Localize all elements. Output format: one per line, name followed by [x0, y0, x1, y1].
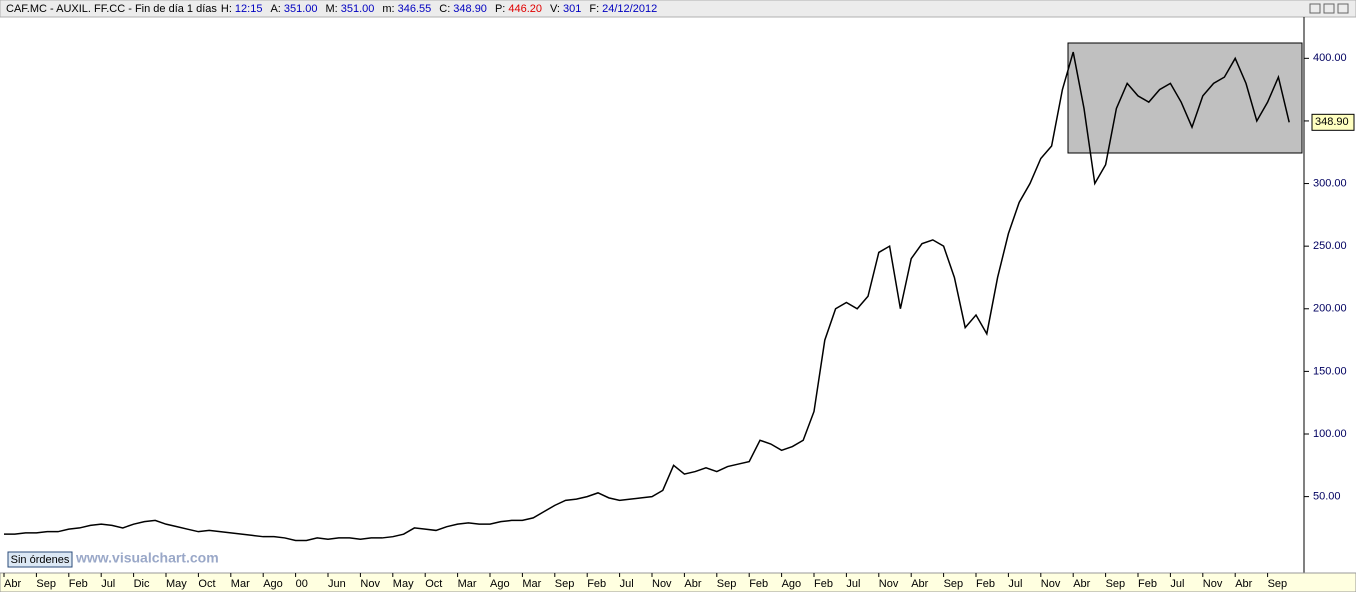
header-label: V:	[550, 3, 560, 15]
x-tick-label: Abr	[1235, 578, 1252, 590]
y-tick-label: 100.00	[1313, 428, 1347, 440]
header-label: C:	[439, 3, 450, 15]
x-tick-label: Nov	[360, 578, 380, 590]
x-tick-label: Jul	[620, 578, 634, 590]
x-tick-label: Sep	[36, 578, 56, 590]
header-value: 346.55	[398, 3, 432, 15]
x-tick-label: May	[166, 578, 187, 590]
header-bar	[0, 0, 1356, 18]
status-text: Sin órdenes	[11, 554, 70, 566]
x-tick-label: Mar	[458, 578, 477, 590]
x-tick-label: Oct	[198, 578, 215, 590]
header-value: 12:15	[235, 3, 263, 15]
x-tick-label: Nov	[1041, 578, 1061, 590]
y-tick-label: 50.00	[1313, 491, 1341, 503]
x-tick-label: Abr	[1073, 578, 1090, 590]
x-tick-label: Nov	[652, 578, 672, 590]
x-tick-label: Feb	[69, 578, 88, 590]
x-tick-label: Feb	[976, 578, 995, 590]
y-tick-label: 400.00	[1313, 52, 1347, 64]
header-value: 24/12/2012	[602, 3, 657, 15]
x-tick-label: May	[393, 578, 414, 590]
x-tick-label: Ago	[782, 578, 802, 590]
last-price-label: 348.90	[1315, 116, 1349, 128]
x-tick-label: Sep	[944, 578, 964, 590]
header-label: F:	[589, 3, 599, 15]
header-value: 351.00	[284, 3, 318, 15]
header-label: m:	[382, 3, 394, 15]
window-buttons[interactable]	[1309, 3, 1349, 14]
x-tick-label: Nov	[879, 578, 899, 590]
x-tick-label: Ago	[263, 578, 283, 590]
header-label: H:	[221, 3, 232, 15]
x-tick-label: Sep	[717, 578, 737, 590]
x-tick-label: Ago	[490, 578, 510, 590]
x-tick-label: Nov	[1203, 578, 1223, 590]
x-tick-label: Feb	[1138, 578, 1157, 590]
x-tick-label: Mar	[231, 578, 250, 590]
close-button[interactable]	[1337, 3, 1349, 14]
price-line	[4, 51, 1290, 542]
last-price-box	[1311, 113, 1355, 131]
x-tick-label: Abr	[4, 578, 21, 590]
x-tick-label: Abr	[911, 578, 928, 590]
x-tick-label: Jun	[328, 578, 346, 590]
x-tick-label: Jul	[846, 578, 860, 590]
x-tick-label: Sep	[1106, 578, 1126, 590]
header-value: 301	[563, 3, 581, 15]
range-box[interactable]	[1067, 42, 1303, 154]
header-value: 348.90	[453, 3, 487, 15]
status-box[interactable]	[7, 551, 73, 568]
header-label: M:	[326, 3, 338, 15]
y-tick-label: 250.00	[1313, 240, 1347, 252]
header-label: P:	[495, 3, 505, 15]
x-tick-label: Abr	[684, 578, 701, 590]
x-tick-label: Feb	[587, 578, 606, 590]
watermark: www.visualchart.com	[75, 550, 219, 566]
header-label: A:	[270, 3, 280, 15]
x-tick-label: Sep	[555, 578, 575, 590]
header-value: 351.00	[341, 3, 375, 15]
x-tick-label: Feb	[814, 578, 833, 590]
x-tick-label: Sep	[1268, 578, 1288, 590]
x-tick-label: Jul	[1170, 578, 1184, 590]
y-tick-label: 150.00	[1313, 365, 1347, 377]
y-tick-label: 200.00	[1313, 303, 1347, 315]
x-tick-label: 00	[296, 578, 308, 590]
minimize-button[interactable]	[1309, 3, 1321, 14]
header-title: CAF.MC - AUXIL. FF.CC - Fin de día 1 día…	[6, 3, 217, 15]
maximize-button[interactable]	[1323, 3, 1335, 14]
x-tick-label: Jul	[101, 578, 115, 590]
x-tick-label: Jul	[1008, 578, 1022, 590]
header-value: 446.20	[508, 3, 542, 15]
x-tick-label: Dic	[134, 578, 150, 590]
x-tick-label: Feb	[749, 578, 768, 590]
x-tick-label: Mar	[522, 578, 541, 590]
x-tick-label: Oct	[425, 578, 442, 590]
y-tick-label: 300.00	[1313, 177, 1347, 189]
